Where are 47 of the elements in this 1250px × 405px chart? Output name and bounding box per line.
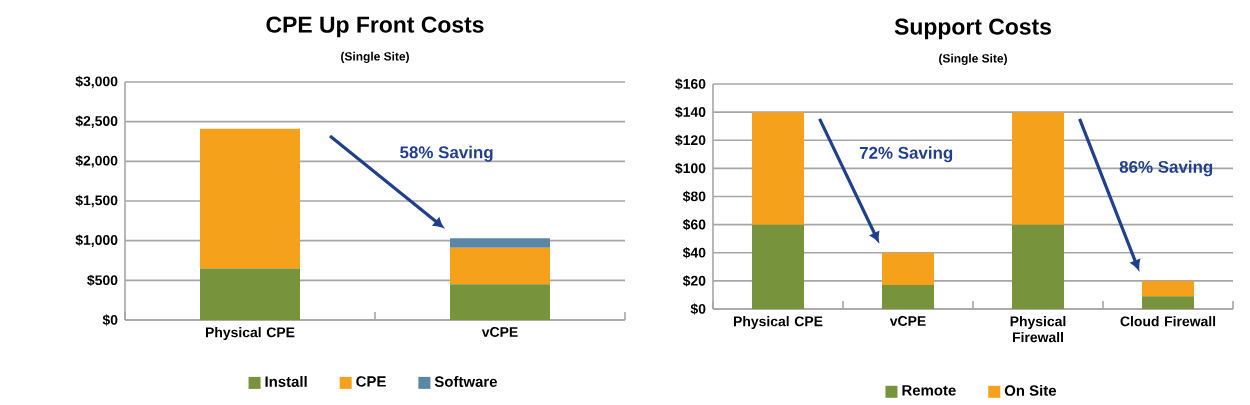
y-tick-label: $60 [682, 218, 706, 231]
chart-subtitle: (Single Site) [341, 51, 409, 63]
y-tick-label: $500 [87, 274, 118, 287]
annotation: 58% Saving [400, 145, 493, 162]
y-tick-label: $80 [682, 190, 706, 203]
y-tick-label: $40 [682, 247, 706, 259]
bar [882, 285, 935, 309]
legend-label: Install [265, 375, 307, 387]
y-tick-label: $3,000 [75, 75, 118, 89]
annotation: 86% Saving [1119, 160, 1213, 177]
x-tick-label: vCPE [481, 327, 518, 337]
legend-label: Software [434, 375, 497, 387]
legend-label: CPE [356, 376, 386, 387]
bar [752, 112, 805, 225]
y-tick-label: $2,500 [75, 115, 118, 128]
y-tick-label: $140 [675, 106, 706, 118]
bar [752, 224, 805, 309]
chart-subtitle: (Single Site) [939, 53, 1007, 65]
legend-label: Remote [902, 385, 956, 396]
bar [1012, 112, 1065, 225]
x-tick-label: Physical Firewall [1010, 316, 1066, 343]
bar [1142, 296, 1195, 309]
bar [1012, 224, 1065, 309]
bar [1142, 280, 1195, 297]
y-tick-label: $100 [675, 162, 706, 175]
chart-title: CPE Up Front Costs [266, 16, 484, 38]
bar [450, 247, 551, 285]
bar [450, 238, 551, 248]
y-tick-label: $160 [675, 78, 706, 90]
y-tick-label: $0 [102, 314, 118, 326]
annotation: 72% Saving [859, 146, 953, 163]
x-tick-label: Cloud Firewall [1120, 316, 1216, 327]
legend-label: On Site [1004, 384, 1057, 396]
y-tick-label: $1,500 [75, 194, 118, 208]
bar [882, 252, 935, 286]
y-tick-label: $1,000 [75, 234, 118, 247]
y-tick-label: $0 [690, 303, 706, 315]
bar [450, 284, 551, 320]
y-tick-label: $120 [675, 134, 706, 146]
x-tick-label: vCPE [889, 316, 926, 326]
x-tick-label: Physical CPE [205, 327, 295, 341]
bar [200, 268, 300, 320]
y-tick-label: $20 [682, 275, 706, 287]
y-tick-label: $2,000 [75, 155, 118, 168]
x-tick-label: Physical CPE [733, 316, 823, 330]
bar [200, 128, 300, 269]
chart-title: Support Costs [894, 18, 1051, 40]
